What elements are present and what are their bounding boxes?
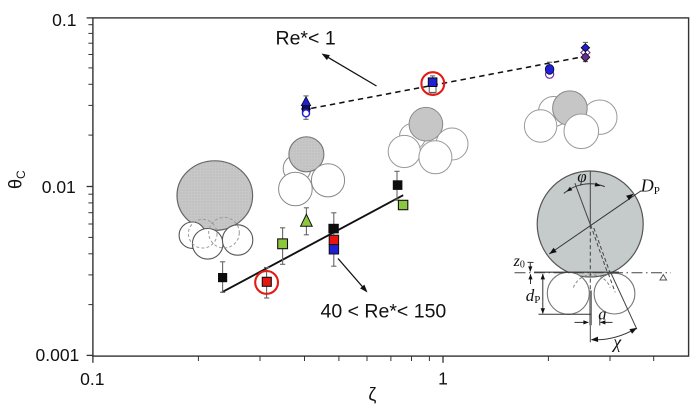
svg-text:40 < Re*< 150: 40 < Re*< 150 (321, 300, 447, 322)
svg-text:0.1: 0.1 (52, 10, 76, 30)
svg-text:0.001: 0.001 (36, 345, 80, 365)
svg-text:Re*< 1: Re*< 1 (276, 28, 336, 50)
svg-text:ζ: ζ (368, 385, 376, 405)
svg-text:0.01: 0.01 (42, 177, 76, 197)
svg-text:a: a (598, 305, 606, 324)
svg-text:1: 1 (438, 368, 448, 388)
svg-text:0.1: 0.1 (80, 369, 104, 389)
svg-text:φ: φ (577, 167, 586, 186)
svg-text:χ: χ (611, 332, 622, 352)
